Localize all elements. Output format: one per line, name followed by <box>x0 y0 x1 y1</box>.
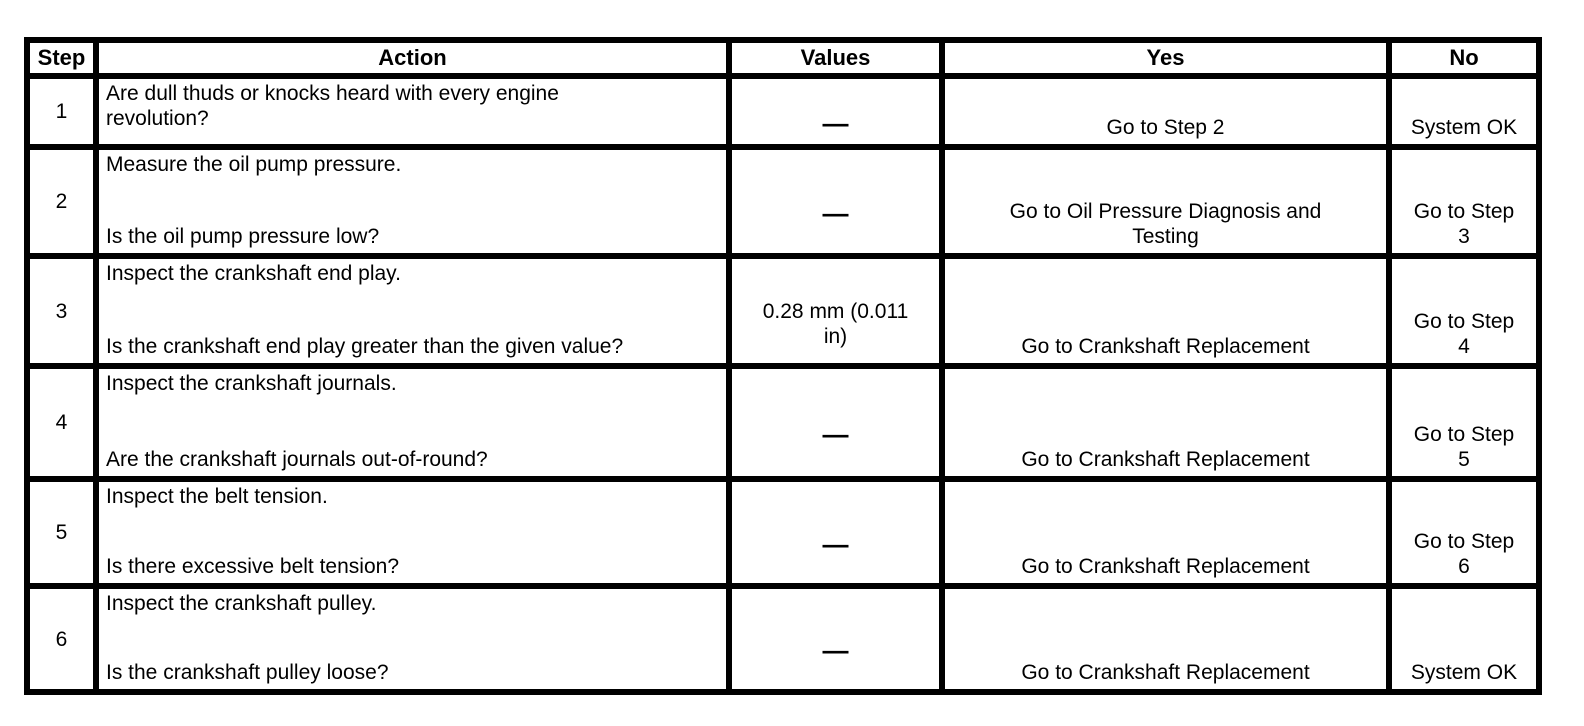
values-cell: — <box>726 476 945 589</box>
no-cell: Go to Step 3 <box>1386 144 1542 259</box>
action-bottom-text: Is the oil pump pressure low? <box>106 225 380 248</box>
no-cell: Go to Step 6 <box>1386 476 1542 589</box>
action-top-text: Inspect the crankshaft journals. <box>106 372 397 395</box>
values-cell: — <box>726 363 945 482</box>
action-cell: Measure the oil pump pressure. Is the oi… <box>93 144 732 259</box>
header-values: Values <box>726 37 945 79</box>
values-text: — <box>822 107 849 138</box>
step-cell: 5 <box>24 476 99 589</box>
yes-cell: Go to Oil Pressure Diagnosis and Testing <box>939 144 1392 259</box>
header-no: No <box>1386 37 1542 79</box>
action-bottom-text: Is the crankshaft end play greater than … <box>106 335 624 358</box>
yes-cell: Go to Crankshaft Replacement <box>939 253 1392 369</box>
header-row: Step Action Values Yes No <box>24 37 1542 79</box>
values-cell: 0.28 mm (0.011 in) <box>726 253 945 369</box>
action-top-text: Are dull thuds or knocks heard with ever… <box>106 82 559 130</box>
no-cell: System OK <box>1386 583 1542 695</box>
action-cell: Are dull thuds or knocks heard with ever… <box>93 73 732 150</box>
values-cell: — <box>726 583 945 695</box>
table-row: 4 Inspect the crankshaft journals. Are t… <box>24 363 1542 482</box>
action-bottom-text: Are the crankshaft journals out-of-round… <box>106 448 488 471</box>
step-cell: 6 <box>24 583 99 695</box>
header-yes: Yes <box>939 37 1392 79</box>
diagnostic-table-container: Step Action Values Yes No 1 Are dull thu… <box>24 37 1542 695</box>
step-cell: 2 <box>24 144 99 259</box>
action-bottom-text: Is there excessive belt tension? <box>106 555 399 578</box>
values-text: — <box>822 197 849 228</box>
header-step: Step <box>24 37 99 79</box>
action-bottom-text: Is the crankshaft pulley loose? <box>106 661 389 684</box>
table-row: 1 Are dull thuds or knocks heard with ev… <box>24 73 1542 150</box>
no-cell: Go to Step 5 <box>1386 363 1542 482</box>
table-row: 5 Inspect the belt tension. Is there exc… <box>24 476 1542 589</box>
table-row: 2 Measure the oil pump pressure. Is the … <box>24 144 1542 259</box>
step-cell: 1 <box>24 73 99 150</box>
header-action: Action <box>93 37 732 79</box>
values-text: — <box>822 418 849 449</box>
action-cell: Inspect the crankshaft pulley. Is the cr… <box>93 583 732 695</box>
action-cell: Inspect the belt tension. Is there exces… <box>93 476 732 589</box>
yes-cell: Go to Crankshaft Replacement <box>939 476 1392 589</box>
diagnostic-table: Step Action Values Yes No 1 Are dull thu… <box>24 37 1542 695</box>
values-cell: — <box>726 144 945 259</box>
action-top-text: Measure the oil pump pressure. <box>106 153 402 176</box>
values-text: — <box>822 528 849 559</box>
values-text: — <box>822 635 849 665</box>
values-text: 0.28 mm (0.011 in) <box>762 299 909 348</box>
action-top-text: Inspect the belt tension. <box>106 485 328 508</box>
yes-cell: Go to Crankshaft Replacement <box>939 583 1392 695</box>
action-cell: Inspect the crankshaft journals. Are the… <box>93 363 732 482</box>
no-cell: System OK <box>1386 73 1542 150</box>
action-top-text: Inspect the crankshaft pulley. <box>106 592 377 615</box>
yes-cell: Go to Step 2 <box>939 73 1392 150</box>
no-cell: Go to Step 4 <box>1386 253 1542 369</box>
values-cell: — <box>726 73 945 150</box>
action-cell: Inspect the crankshaft end play. Is the … <box>93 253 732 369</box>
action-top-text: Inspect the crankshaft end play. <box>106 262 401 285</box>
table-row: 6 Inspect the crankshaft pulley. Is the … <box>24 583 1542 695</box>
step-cell: 3 <box>24 253 99 369</box>
yes-cell: Go to Crankshaft Replacement <box>939 363 1392 482</box>
table-row: 3 Inspect the crankshaft end play. Is th… <box>24 253 1542 369</box>
step-cell: 4 <box>24 363 99 482</box>
